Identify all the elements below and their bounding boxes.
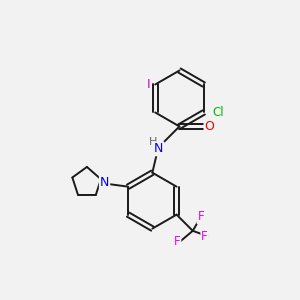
Text: F: F	[174, 235, 180, 248]
Text: I: I	[147, 78, 151, 91]
Text: F: F	[201, 230, 208, 243]
Text: N: N	[154, 142, 164, 155]
Text: H: H	[149, 137, 157, 147]
Text: F: F	[198, 210, 204, 223]
Text: N: N	[100, 176, 109, 189]
Text: Cl: Cl	[212, 106, 224, 119]
Text: O: O	[205, 120, 214, 133]
